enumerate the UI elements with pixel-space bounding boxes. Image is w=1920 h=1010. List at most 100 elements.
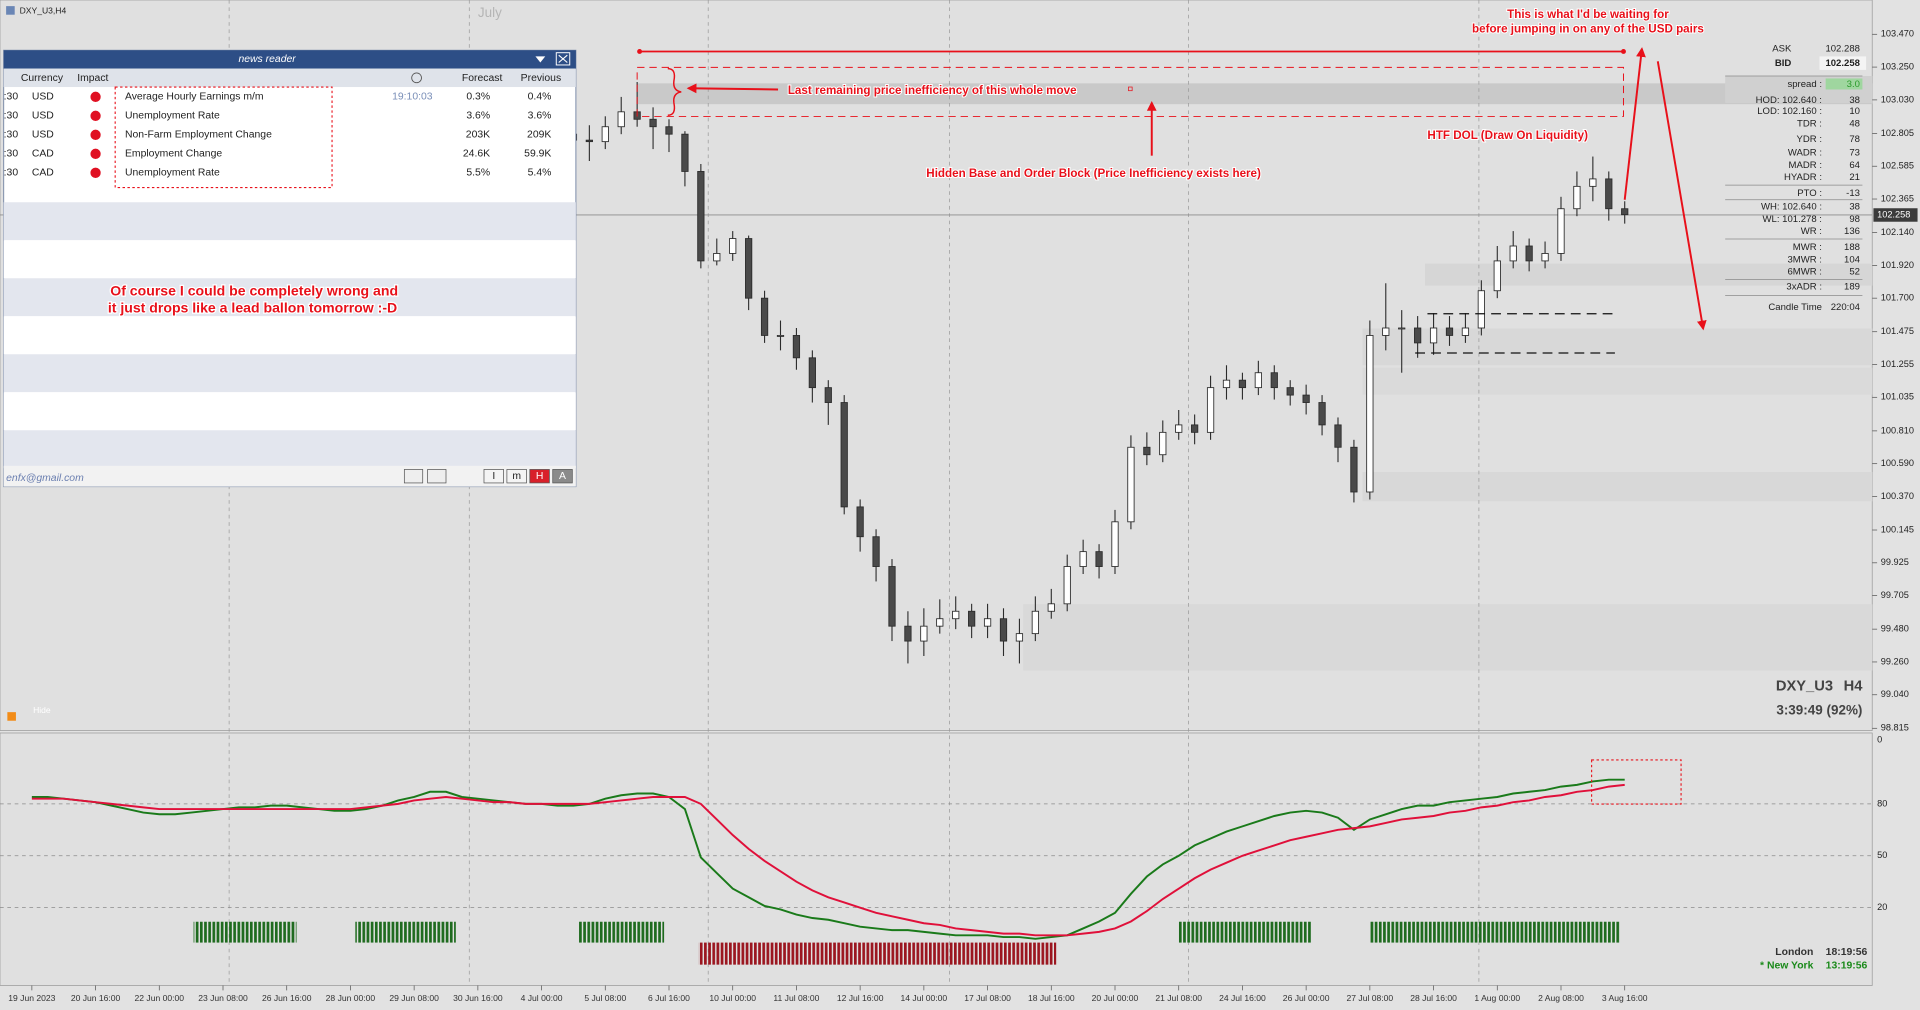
annotation-text: This is what I'd be waiting for: [1507, 8, 1669, 21]
candle-body: [968, 610, 976, 627]
stat-label: HOD: 102.640 :: [1756, 95, 1822, 106]
stat-label: YDR :: [1797, 134, 1822, 145]
candle-body: [729, 238, 737, 254]
news-stripe: [3, 240, 576, 279]
candle-body: [1429, 327, 1438, 344]
stat-value: 21: [1849, 172, 1860, 183]
impact-dot: [90, 167, 101, 178]
candle-body: [1238, 379, 1247, 389]
event-time: :30: [4, 149, 19, 160]
hide-icon[interactable]: [7, 712, 16, 721]
timeframe: H4: [1844, 678, 1864, 694]
x-tick-label: 18 Jul 16:00: [1028, 993, 1075, 1003]
candle-body: [824, 387, 832, 403]
annotation-text: before jumping in on any of the USD pair…: [1472, 22, 1704, 35]
session-name: London: [1775, 947, 1813, 958]
filter-button-label[interactable]: A: [559, 471, 566, 482]
candle-body: [585, 139, 593, 143]
filter-button[interactable]: [506, 469, 527, 484]
last-price-label: 102.258: [1877, 209, 1910, 219]
y-tick-label: 102.805: [1881, 128, 1914, 138]
candle-body: [1143, 446, 1151, 456]
candle-body: [1079, 551, 1087, 567]
stat-value: 136: [1844, 226, 1860, 237]
stat-label: 6MWR :: [1788, 267, 1822, 278]
candle-body: [713, 253, 721, 262]
stat-value: 78: [1849, 134, 1860, 145]
candle-body: [1270, 372, 1278, 389]
stat-value: 188: [1844, 242, 1860, 253]
filter-button[interactable]: [483, 469, 504, 484]
filter-button-label[interactable]: I: [492, 471, 495, 482]
x-tick-label: 30 Jun 16:00: [453, 993, 503, 1003]
y-tick-label: 102.585: [1881, 161, 1914, 171]
candle-body: [1063, 566, 1071, 605]
candle-body: [872, 536, 880, 567]
event-currency: USD: [32, 111, 54, 122]
x-tick-label: 27 Jul 08:00: [1347, 993, 1394, 1003]
annotation-text: Hidden Base and Order Block (Price Ineff…: [926, 167, 1261, 180]
event-currency: CAD: [32, 168, 54, 179]
signal-bars: [193, 921, 297, 943]
filter-button-label[interactable]: m: [512, 471, 521, 482]
close-button[interactable]: [555, 52, 571, 66]
candle-body: [1477, 290, 1485, 329]
x-tick-label: 29 Jun 08:00: [389, 993, 439, 1003]
y-tick-label: 103.030: [1881, 94, 1914, 104]
candle-body: [1095, 551, 1103, 567]
news-stripe: [3, 202, 576, 241]
filter-button-label[interactable]: H: [536, 471, 544, 482]
column-header: Currency: [21, 73, 64, 84]
y-tick-label: 50: [1877, 850, 1887, 860]
hide-label[interactable]: Hide: [33, 705, 51, 715]
x-tick-label: 22 Jun 00:00: [135, 993, 185, 1003]
candle-body: [1621, 208, 1629, 216]
x-tick-label: 6 Jul 16:00: [648, 993, 690, 1003]
news-titlebar: [3, 50, 576, 69]
close-icon: [558, 54, 568, 63]
candle-body: [697, 171, 705, 262]
symbol: DXY_U3: [1776, 678, 1833, 694]
annotation-text: HTF DOL (Draw On Liquidity): [1427, 129, 1588, 142]
filter-button[interactable]: [529, 469, 550, 484]
y-tick-label: 99.260: [1881, 656, 1909, 666]
event-previous: 59.9K: [524, 149, 551, 160]
candle-body: [665, 126, 673, 135]
x-tick-label: 1 Aug 00:00: [1474, 993, 1520, 1003]
dropdown-icon[interactable]: [535, 56, 546, 63]
candle-body: [856, 506, 864, 538]
candle-body: [601, 126, 609, 143]
x-tick-label: 10 Jul 00:00: [709, 993, 756, 1003]
window-icon: [6, 6, 15, 15]
x-tick-label: 21 Jul 08:00: [1155, 993, 1202, 1003]
y-tick-label: 101.700: [1881, 293, 1914, 303]
event-forecast: 24.6K: [463, 149, 490, 160]
impact-dot: [90, 129, 101, 140]
y-tick-label: 80: [1877, 798, 1887, 808]
stat-label: WH: 102.640 :: [1761, 202, 1822, 213]
y-tick-label: 99.480: [1881, 624, 1909, 634]
oscillator-line: [31, 778, 1625, 940]
news-stripe: [3, 354, 576, 393]
candle-body: [1175, 424, 1183, 433]
icon-button[interactable]: [427, 469, 447, 484]
y-tick-label: 101.475: [1881, 326, 1914, 336]
stats-lines: [1725, 75, 1863, 296]
event-time: :30: [4, 111, 19, 122]
candle-body: [936, 618, 944, 627]
candle-body: [792, 335, 801, 359]
filter-button[interactable]: [552, 469, 573, 484]
event-name: Unemployment Rate: [125, 168, 220, 179]
event-previous: 0.4%: [528, 92, 552, 103]
event-forecast: 5.5%: [466, 168, 490, 179]
event-previous: 5.4%: [528, 168, 552, 179]
event-name: Average Hourly Earnings m/m: [125, 92, 264, 103]
y-tick-label: 100.590: [1881, 458, 1914, 468]
icon-button[interactable]: [403, 469, 424, 484]
session-name: * New York: [1760, 961, 1814, 972]
x-tick-label: 26 Jun 16:00: [262, 993, 312, 1003]
signal-bars: [1369, 921, 1620, 943]
y-tick-label: 101.920: [1881, 260, 1914, 270]
oscillator-line: [31, 783, 1625, 937]
